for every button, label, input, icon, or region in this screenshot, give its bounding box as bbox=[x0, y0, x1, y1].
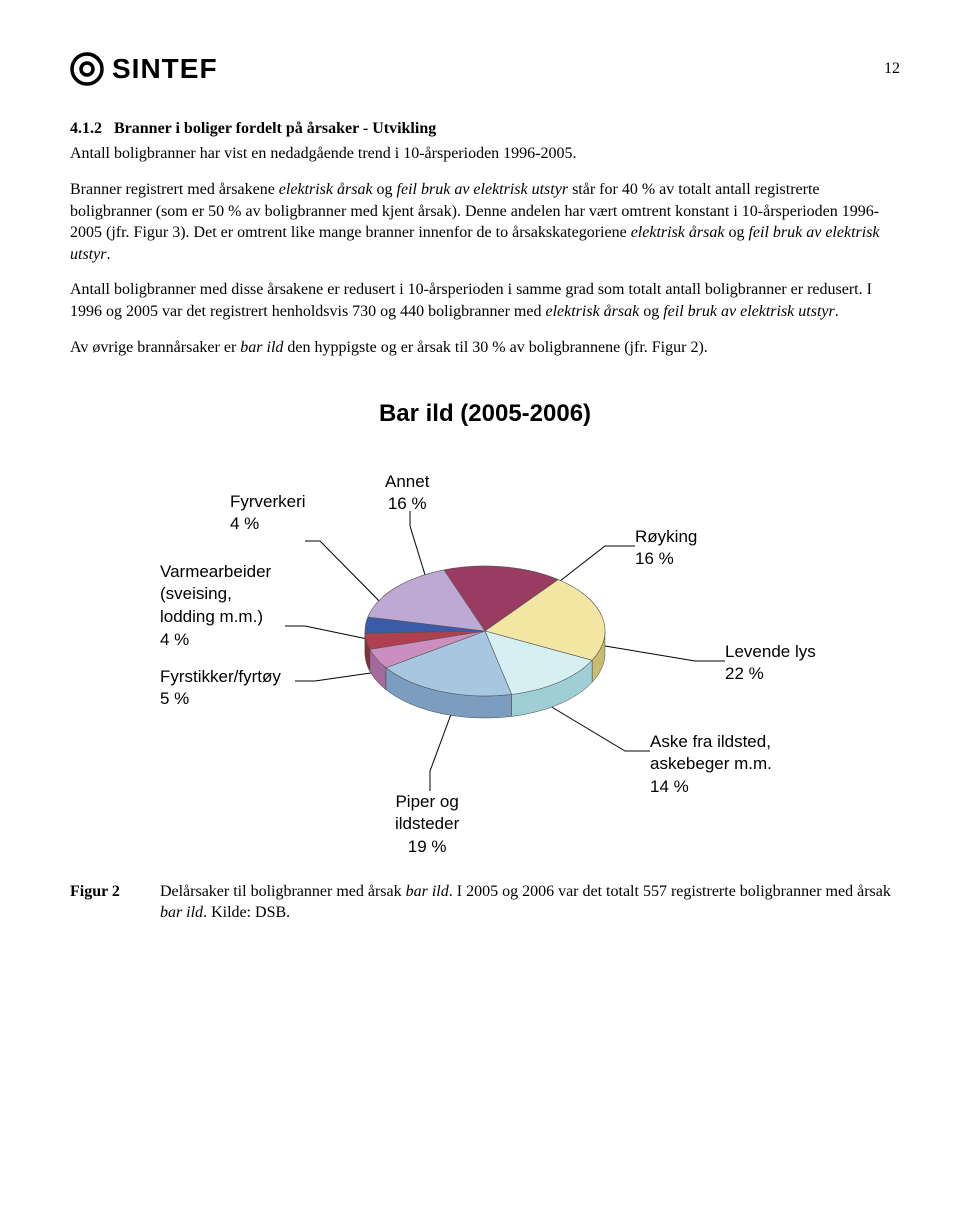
p3b: elektrisk årsak bbox=[545, 303, 639, 320]
l0a: Røyking bbox=[635, 527, 697, 546]
fc-c: . I 2005 og 2006 var det totalt 557 regi… bbox=[449, 883, 891, 900]
l1b: 22 % bbox=[725, 664, 764, 683]
l3a: Piper og bbox=[395, 792, 458, 811]
p2c: og bbox=[373, 181, 397, 198]
p2g: og bbox=[724, 224, 748, 241]
p4b: bar ild bbox=[240, 339, 283, 356]
p3d: feil bruk av elektrisk utstyr bbox=[663, 303, 835, 320]
l1a: Levende lys bbox=[725, 642, 816, 661]
label-fyrstikker: Fyrstikker/fyrtøy 5 % bbox=[160, 666, 281, 712]
p3e: . bbox=[835, 303, 839, 320]
chart-title: Bar ild (2005-2006) bbox=[70, 398, 900, 430]
label-annet: Annet 16 % bbox=[385, 471, 429, 517]
p4c: den hyppigste og er årsak til 30 % av bo… bbox=[283, 339, 707, 356]
label-fyrverkeri: Fyrverkeri 4 % bbox=[230, 491, 306, 537]
l7a: Annet bbox=[385, 472, 429, 491]
paragraph-1: Antall boligbranner har vist en nedadgåe… bbox=[70, 143, 900, 165]
label-piper: Piper og ildsteder 19 % bbox=[395, 791, 459, 860]
page-number: 12 bbox=[884, 58, 900, 80]
section-heading: 4.1.2 Branner i boliger fordelt på årsak… bbox=[70, 118, 900, 140]
fc-b: bar ild bbox=[406, 883, 449, 900]
p2a: Branner registrert med årsakene bbox=[70, 181, 279, 198]
l5c: lodding m.m.) bbox=[160, 607, 263, 626]
header-row: SINTEF 12 bbox=[70, 50, 900, 88]
figure-caption: Figur 2 Delårsaker til boligbranner med … bbox=[70, 881, 900, 924]
l2b: askebeger m.m. bbox=[650, 754, 772, 773]
l5b: (sveising, bbox=[160, 584, 232, 603]
label-aske: Aske fra ildsted, askebeger m.m. 14 % bbox=[650, 731, 772, 800]
label-levendelys: Levende lys 22 % bbox=[725, 641, 816, 687]
label-royking: Røyking 16 % bbox=[635, 526, 697, 572]
l2a: Aske fra ildsted, bbox=[650, 732, 771, 751]
p2b: elektrisk årsak bbox=[279, 181, 373, 198]
label-varmearbeider: Varmearbeider (sveising, lodding m.m.) 4… bbox=[160, 561, 271, 653]
sintef-icon bbox=[70, 52, 104, 86]
l6b: 4 % bbox=[230, 514, 259, 533]
l3b: ildsteder bbox=[395, 814, 459, 833]
l0b: 16 % bbox=[635, 549, 674, 568]
p2i: . bbox=[106, 246, 110, 263]
l6a: Fyrverkeri bbox=[230, 492, 306, 511]
fc-d: bar ild bbox=[160, 904, 203, 921]
p2f: elektrisk årsak bbox=[631, 224, 725, 241]
l5d: 4 % bbox=[160, 630, 189, 649]
pie-chart: Røyking 16 % Levende lys 22 % Aske fra i… bbox=[95, 471, 875, 831]
p4a: Av øvrige brannårsaker er bbox=[70, 339, 240, 356]
l7b: 16 % bbox=[388, 494, 427, 513]
l5a: Varmearbeider bbox=[160, 562, 271, 581]
section-number: 4.1.2 bbox=[70, 120, 102, 137]
paragraph-2: Branner registrert med årsakene elektris… bbox=[70, 179, 900, 265]
fc-a: Delårsaker til boligbranner med årsak bbox=[160, 883, 406, 900]
p3c: og bbox=[639, 303, 663, 320]
l4a: Fyrstikker/fyrtøy bbox=[160, 667, 281, 686]
p2d: feil bruk av elektrisk utstyr bbox=[397, 181, 569, 198]
fc-e: . Kilde: DSB. bbox=[203, 904, 290, 921]
figure-caption-text: Delårsaker til boligbranner med årsak ba… bbox=[160, 881, 900, 924]
l4b: 5 % bbox=[160, 689, 189, 708]
logo-text: SINTEF bbox=[112, 50, 218, 88]
section-title: Branner i boliger fordelt på årsaker - U… bbox=[114, 120, 436, 137]
logo: SINTEF bbox=[70, 50, 218, 88]
p1-text: Antall boligbranner har vist en nedadgåe… bbox=[70, 145, 577, 162]
l3c: 19 % bbox=[408, 837, 447, 856]
l2c: 14 % bbox=[650, 777, 689, 796]
pie-svg bbox=[355, 551, 615, 741]
paragraph-3: Antall boligbranner med disse årsakene e… bbox=[70, 279, 900, 322]
paragraph-4: Av øvrige brannårsaker er bar ild den hy… bbox=[70, 337, 900, 359]
figure-caption-label: Figur 2 bbox=[70, 881, 120, 924]
